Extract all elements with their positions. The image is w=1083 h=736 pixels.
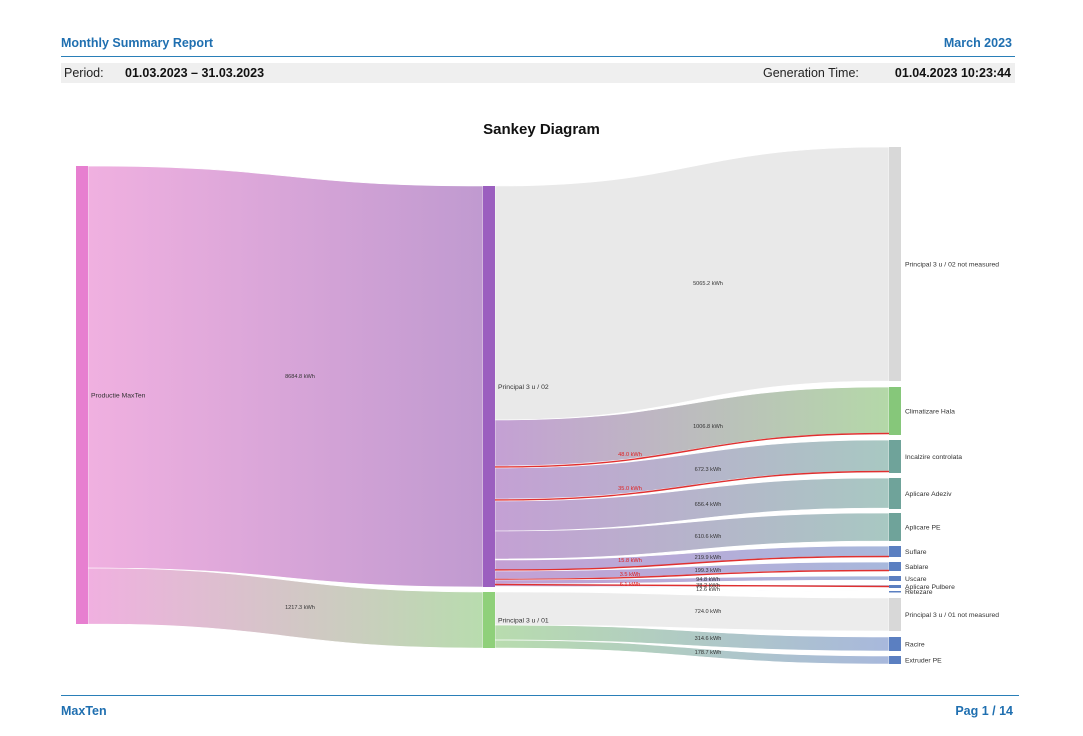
node-label-aplicare-pulbere: Aplicare Pulbere <box>905 584 955 591</box>
generation-time-label: Generation Time: <box>763 66 859 80</box>
flow-label-sablare: 199.3 kWh <box>695 568 722 574</box>
node-racire <box>889 637 901 651</box>
node-label-principal-3-u-02-not-measured: Principal 3 u / 02 not measured <box>905 261 999 268</box>
flow-label-suflare: 219.9 kWh <box>695 555 722 561</box>
flow-link-highlight-aplicare-pulbere <box>494 583 890 588</box>
node-productie-maxten <box>76 166 88 624</box>
flow-link-highlight-suflare <box>494 555 890 571</box>
node-label-extruder-pe: Extruder PE <box>905 657 942 664</box>
flow-link-highlight-incalzire-controlata <box>494 470 890 501</box>
node-aplicare-pe <box>889 513 901 541</box>
report-month: March 2023 <box>943 36 1012 50</box>
generation-time-value: 01.04.2023 10:23:44 <box>894 66 1011 80</box>
node-label-principal-3-u-01: Principal 3 u / 01 <box>498 617 549 624</box>
flow-label-sablare-highlight: 3.5 kWh <box>620 572 641 578</box>
page-number: Pag 1 / 14 <box>955 704 1013 718</box>
report-title: Monthly Summary Report <box>61 36 214 50</box>
footer-brand: MaxTen <box>61 704 107 718</box>
node-principal-3-u-02 <box>483 186 495 587</box>
flow-label-principal-3-u-01-not-measured: 724.0 kWh <box>695 609 722 615</box>
chart-title: Sankey Diagram <box>483 121 600 138</box>
flow-label-aplicare-pulbere: 38.2 kWh <box>696 583 720 589</box>
flow-label-climatizare-hala-highlight: 48.0 kWh <box>618 452 642 458</box>
node-climatizare-hala <box>889 387 901 435</box>
flow-link-highlight-climatizare-hala <box>494 432 890 468</box>
node-aplicare-pulbere <box>889 585 901 588</box>
flow-link-highlight-sablare <box>494 569 890 581</box>
node-label-productie-maxten: Productie MaxTen <box>91 392 146 399</box>
node-label-sablare: Sablare <box>905 564 929 571</box>
flow-label-suflare-highlight: 15.8 kWh <box>618 558 642 564</box>
node-principal-3-u-02-not-measured <box>889 147 901 381</box>
node-label-uscare: Uscare <box>905 576 927 583</box>
report-footer: MaxTen Pag 1 / 14 <box>61 695 1019 718</box>
report-meta-bar: Period: 01.03.2023 – 31.03.2023 Generati… <box>61 63 1015 83</box>
report-header: Monthly Summary Report March 2023 <box>61 34 1015 57</box>
flow-label-uscare: 94.8 kWh <box>696 577 720 583</box>
node-label-principal-3-u-01-not-measured: Principal 3 u / 01 not measured <box>905 612 999 619</box>
flow-link-principal-3-u-02-to-retezare <box>494 586 890 592</box>
flow-label-climatizare-hala: 1006.8 kWh <box>693 424 723 430</box>
node-label-aplicare-adeziv: Aplicare Adeziv <box>905 491 952 498</box>
flow-label-incalzire-controlata-highlight: 35.0 kWh <box>618 486 642 492</box>
flow-label-aplicare-adeziv: 656.4 kWh <box>695 502 722 508</box>
flow-label-aplicare-pulbere-highlight: 6.1 kWh <box>620 582 641 588</box>
node-suflare <box>889 546 901 557</box>
node-retezare <box>889 591 901 593</box>
flow-label-aplicare-pe: 610.6 kWh <box>695 534 722 540</box>
node-principal-3-u-01-not-measured <box>889 598 901 631</box>
node-label-suflare: Suflare <box>905 549 927 556</box>
flow-label-principal-3-u-02: 8684.8 kWh <box>285 374 315 380</box>
node-label-principal-3-u-02: Principal 3 u / 02 <box>498 384 549 391</box>
flow-label-extruder-pe: 178.7 kWh <box>695 650 722 656</box>
flow-label-principal-3-u-02-not-measured: 5065.2 kWh <box>693 281 723 287</box>
node-extruder-pe <box>889 656 901 664</box>
flow-label-principal-3-u-01: 1217.3 kWh <box>285 605 315 611</box>
node-principal-3-u-01 <box>483 592 495 648</box>
node-label-retezare: Retezare <box>905 589 933 596</box>
node-uscare <box>889 576 901 581</box>
period-label: Period: <box>64 66 104 80</box>
node-sablare <box>889 562 901 571</box>
node-label-aplicare-pe: Aplicare PE <box>905 524 941 531</box>
node-aplicare-adeziv <box>889 478 901 509</box>
node-label-racire: Racire <box>905 641 925 648</box>
flow-label-racire: 314.6 kWh <box>695 636 722 642</box>
flow-label-incalzire-controlata: 672.3 kWh <box>695 467 722 473</box>
node-label-incalzire-controlata: Incalzire controlata <box>905 454 962 461</box>
node-incalzire-controlata <box>889 440 901 473</box>
flow-label-retezare: 12.6 kWh <box>696 587 720 593</box>
period-value: 01.03.2023 – 31.03.2023 <box>125 66 265 80</box>
node-label-climatizare-hala: Climatizare Hala <box>905 408 955 415</box>
flow-link-principal-3-u-02-to-principal-3-u-02-not-measured <box>494 146 890 421</box>
